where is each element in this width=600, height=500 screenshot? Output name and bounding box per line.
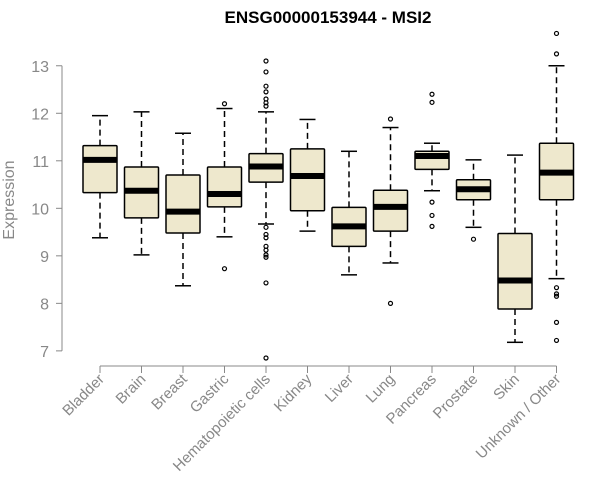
outlier-point [263,103,269,109]
outlier-point [387,116,394,122]
y-tick-label: 7 [40,344,49,361]
y-axis-label: Expression [1,160,18,239]
x-tick-label: Brain [113,371,150,408]
x-tick-label: Breast [148,370,191,413]
outlier-point [263,231,269,238]
outlier-point [221,101,228,107]
box-hematopoietic-cells [248,58,284,361]
box-breast [165,132,201,287]
outlier-point [470,236,477,242]
outlier-point [221,266,228,272]
box-kidney [289,118,326,232]
y-tick-label: 13 [31,59,49,76]
x-tick-label: Bladder [59,371,108,420]
x-tick-label: Skin [490,371,523,404]
outlier-point [553,51,560,57]
x-tick-label: Prostate [430,371,482,423]
x-tick-label: Kidney [271,370,316,415]
outlier-point [263,280,269,286]
x-tick-label: Liver [322,371,357,406]
box-skin [497,154,533,344]
outlier-point [263,58,269,64]
outlier-point [553,285,560,291]
box-liver [331,150,367,276]
outlier-point [263,83,269,89]
outlier-point [429,223,435,229]
iqr-box [497,232,533,310]
outlier-point [553,319,560,325]
outlier-point [553,337,560,344]
box-pancreas [414,91,450,229]
outlier-point [263,69,269,75]
x-tick-label: Lung [363,371,399,407]
iqr-box [82,144,118,194]
y-axis: 7 8 9 10 11 12 13 [31,59,63,361]
box-gastric [206,101,243,272]
outlier-point [263,100,269,106]
box-unknown-other [538,30,575,344]
y-tick-label: 12 [31,106,49,123]
outlier-point [429,212,435,219]
box-bladder [82,114,118,239]
iqr-box [206,166,243,208]
iqr-box [372,189,409,232]
y-tick-label: 11 [32,154,49,171]
outlier-point [553,30,560,37]
boxes-group [82,30,575,361]
outlier-point [429,91,435,97]
box-prostate [455,159,492,242]
outlier-point [429,199,435,205]
outlier-point [429,99,435,105]
box-brain [123,111,160,256]
box-lung [372,116,409,306]
y-tick-label: 9 [40,249,49,266]
outlier-point [263,89,269,95]
outlier-point [263,355,269,361]
outlier-point [263,252,269,258]
outlier-point [263,254,269,260]
y-tick-label: 8 [40,296,49,313]
iqr-box [289,148,326,212]
outlier-point [263,247,269,253]
outlier-point [387,300,394,306]
outlier-point [553,291,560,297]
y-tick-label: 10 [31,201,49,218]
iqr-box [165,174,201,234]
outlier-point [263,224,269,230]
outlier-point [263,235,269,241]
chart-title: ENSG00000153944 - MSI2 [225,8,432,27]
outlier-point [553,293,560,299]
